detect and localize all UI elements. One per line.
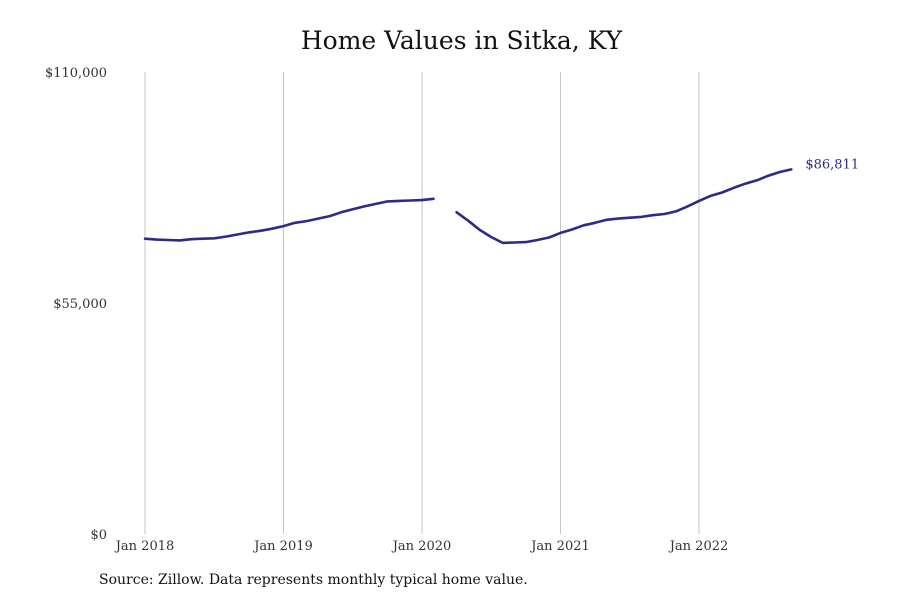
series-line-segment-1 [455,168,793,245]
data-labels: $86,811 [805,157,859,172]
axis-labels: Jan 2018 Jan 2019 Jan 2020 Jan 2021 Jan 2022… [45,66,728,554]
x-tick-label: Jan 2018 [114,539,175,554]
x-tick-label: Jan 2020 [391,539,452,554]
x-tick-label: Jan 2022 [668,539,729,554]
source-note: Source: Zillow. Data represents monthly … [99,572,528,588]
x-tick-label: Jan 2021 [529,539,590,554]
y-tick-label: $110,000 [45,66,107,81]
x-tick-label: Jan 2019 [252,539,313,554]
gridlines [144,72,700,534]
series-line-segment-0 [143,197,435,242]
y-tick-label: $0 [90,528,107,543]
chart-title: Home Values in Sitka, KY [300,26,623,55]
end-value-label: $86,811 [805,157,859,172]
y-tick-label: $55,000 [53,297,107,312]
series-lines [143,168,793,245]
